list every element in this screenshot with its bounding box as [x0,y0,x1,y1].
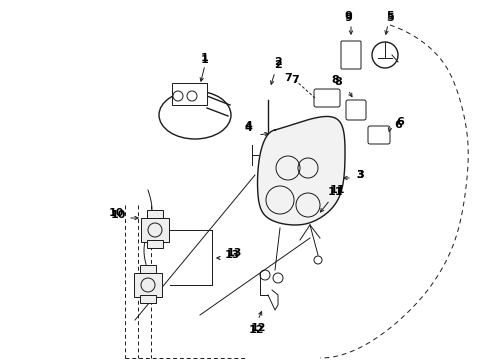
Text: 1: 1 [201,55,209,65]
Text: 3: 3 [356,170,364,180]
Text: 3: 3 [356,170,364,180]
Bar [147,210,163,218]
Text: 10: 10 [108,208,123,218]
Text: 12: 12 [250,323,266,333]
FancyBboxPatch shape [341,41,361,69]
Polygon shape [258,117,345,225]
Text: 4: 4 [244,121,252,131]
Text: 1: 1 [201,53,209,63]
Text: 2: 2 [274,60,282,70]
Text: 2: 2 [274,57,282,67]
Text: 13: 13 [226,248,242,258]
Bar [134,273,162,297]
Text: 5: 5 [386,11,394,21]
Bar [140,295,156,303]
Text: 6: 6 [394,120,402,130]
Text: 7: 7 [284,73,292,83]
Text: 9: 9 [344,13,352,23]
Text: 7: 7 [291,75,299,85]
Text: 12: 12 [248,325,264,335]
FancyBboxPatch shape [368,126,390,144]
Text: 6: 6 [396,117,404,127]
Bar [147,240,163,248]
Text: 8: 8 [331,75,339,85]
Text: 13: 13 [224,250,240,260]
Bar [140,265,156,273]
Text: 5: 5 [386,13,394,23]
Text: 11: 11 [327,187,343,197]
Text: 9: 9 [344,11,352,21]
Text: 4: 4 [244,123,252,133]
Text: 10: 10 [110,210,126,220]
FancyBboxPatch shape [346,100,366,120]
Bar [172,83,207,105]
FancyBboxPatch shape [314,89,340,107]
Text: 11: 11 [329,185,345,195]
Text: 8: 8 [334,77,342,87]
Bar [141,218,169,242]
